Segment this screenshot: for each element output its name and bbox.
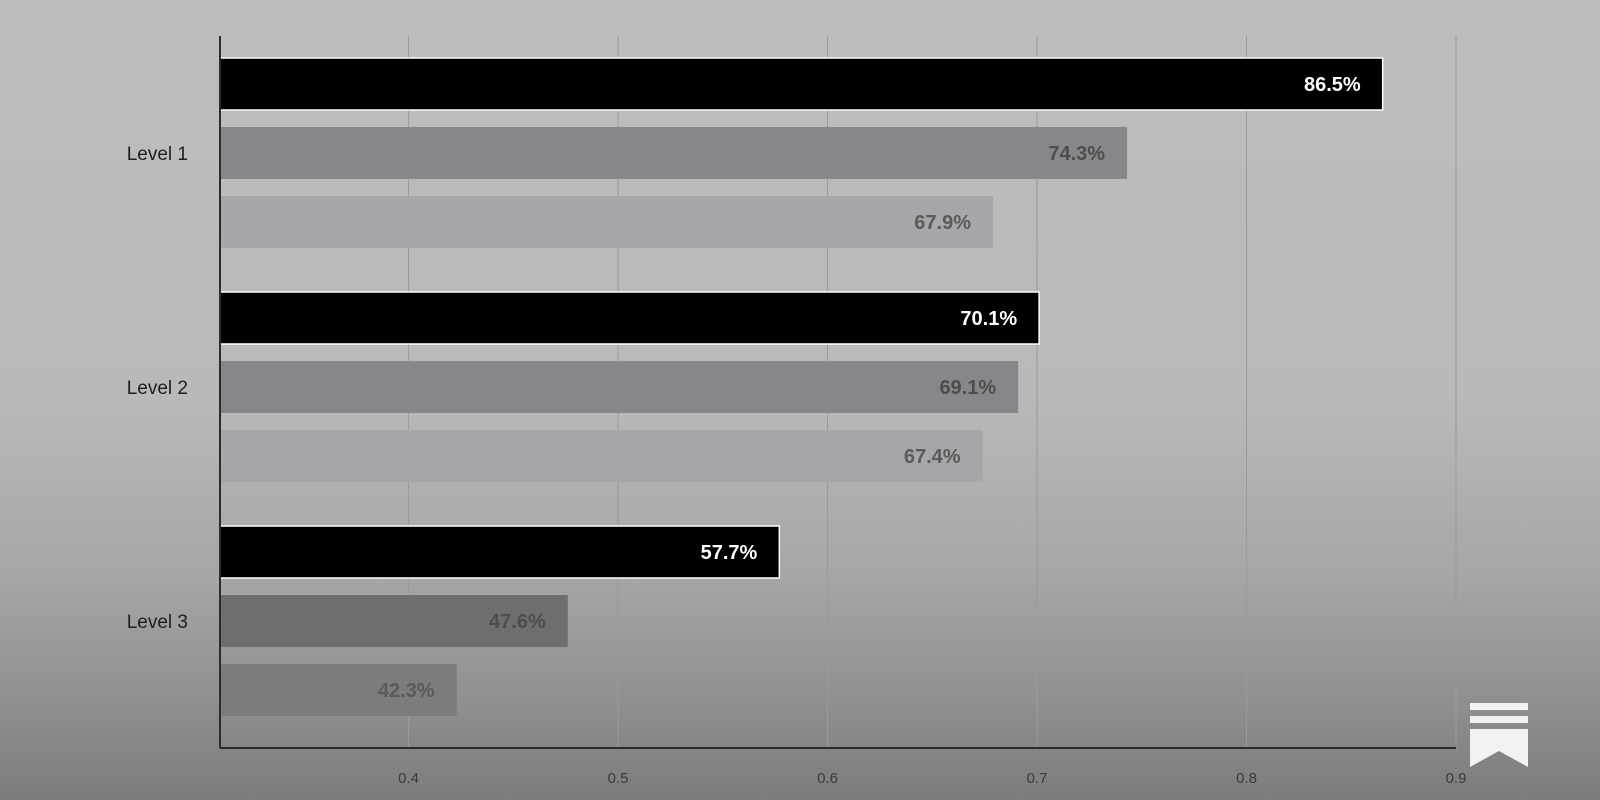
bar-value-label: 47.6%	[489, 611, 546, 633]
bar-level-2-2	[220, 361, 1019, 413]
bookmark-icon	[1470, 703, 1528, 767]
x-tick-label: 0.7	[1027, 770, 1048, 787]
bar-level-1-3	[220, 196, 994, 248]
bar-value-label: 67.4%	[904, 446, 961, 468]
bar-value-label: 70.1%	[960, 308, 1017, 330]
x-tick-label: 0.6	[817, 770, 838, 787]
axes	[219, 36, 1456, 749]
x-tick-label: 0.8	[1236, 770, 1257, 787]
bar-level-3-3	[220, 664, 457, 716]
bar-level-1-2	[220, 127, 1128, 179]
bar-level-2-3	[220, 430, 983, 482]
x-tick-label: 0.9	[1446, 770, 1467, 787]
bar-level-3-1	[219, 525, 781, 579]
x-tick-label: 0.4	[398, 770, 419, 787]
bar-value-label: 74.3%	[1048, 143, 1105, 165]
bar-value-label: 42.3%	[378, 680, 435, 702]
x-tick-label: 0.5	[608, 770, 629, 787]
bars	[219, 57, 1384, 716]
bar-value-label: 86.5%	[1304, 74, 1361, 96]
bar-value-label: 69.1%	[939, 377, 996, 399]
x-tick-labels: 0.4 0.5 0.6 0.7 0.8 0.9	[398, 770, 1466, 787]
bar-value-label: 57.7%	[701, 542, 758, 564]
bar-level-3-2	[220, 595, 568, 647]
bar-level-2-1	[219, 291, 1040, 345]
category-label: Level 3	[127, 612, 188, 633]
value-labels: 86.5% 74.3% 67.9% 70.1% 69.1% 67.4% 57.7% 47.6%…	[378, 74, 1361, 702]
category-label: Level 2	[127, 378, 188, 399]
bar-level-1-1	[219, 57, 1384, 111]
category-labels: Level 1 Level 2 Level 3	[127, 144, 188, 633]
category-label: Level 1	[127, 144, 188, 165]
bar-value-label: 67.9%	[914, 212, 971, 234]
